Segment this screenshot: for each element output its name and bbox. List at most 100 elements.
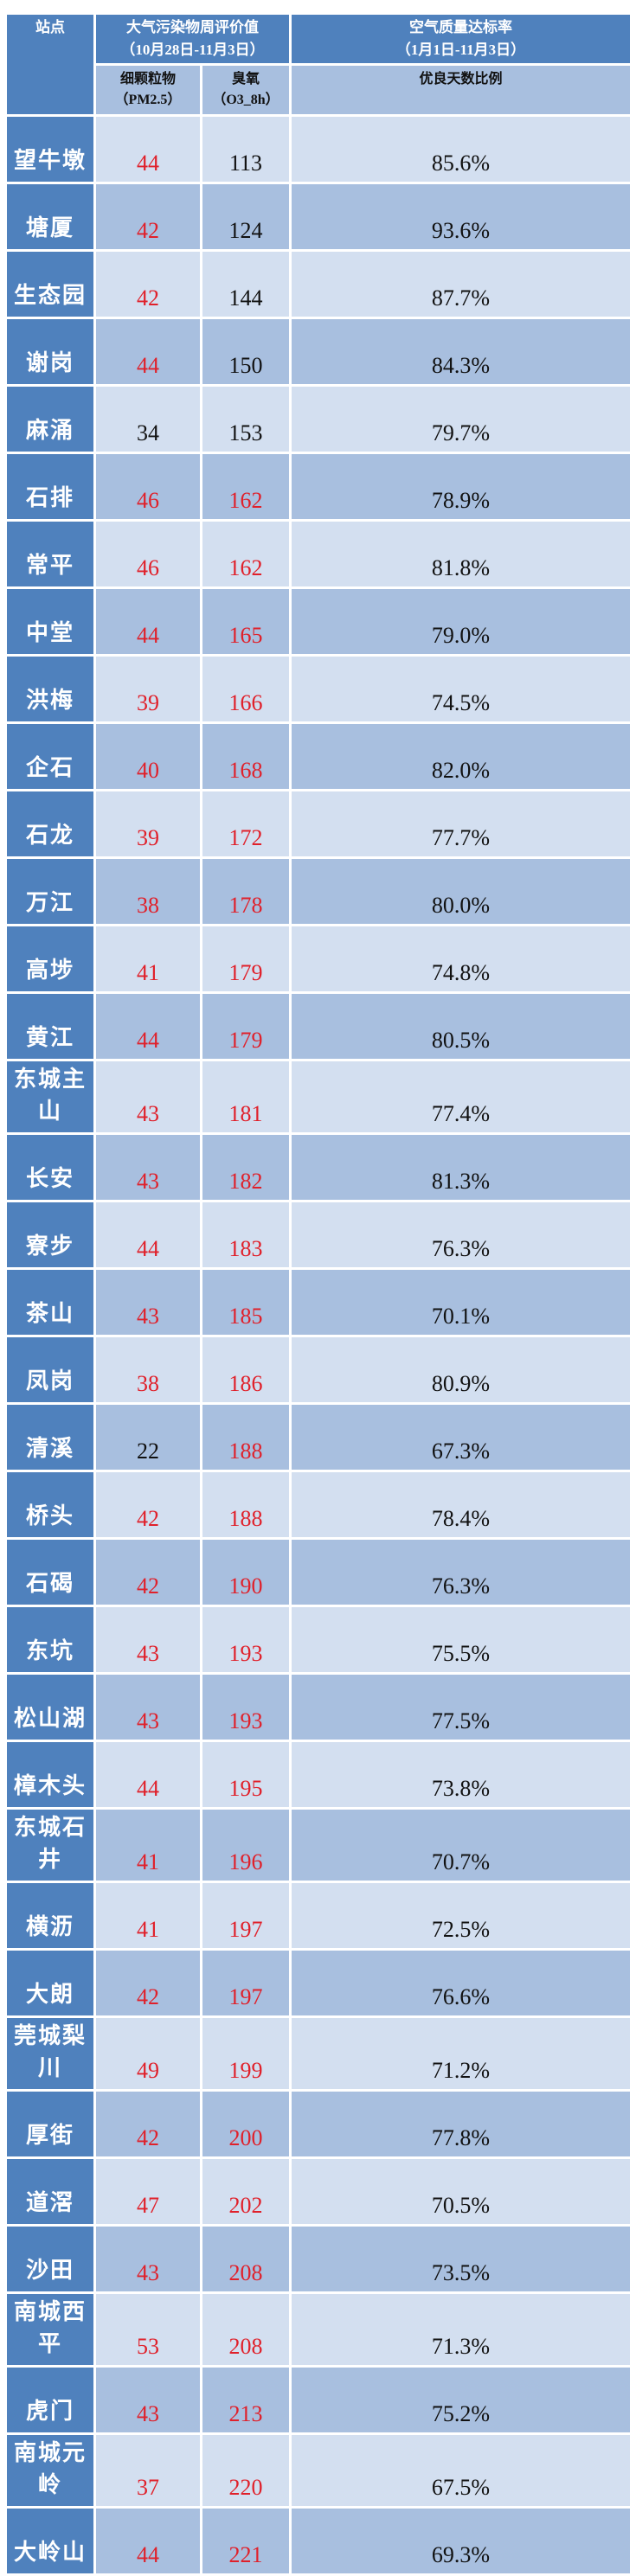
table-row: 石碣 42 190 76.3%: [7, 1540, 630, 1605]
table-row: 高埗 41 179 74.8%: [7, 926, 630, 991]
pm25-cell: 49: [96, 2018, 200, 2089]
table-row: 洪梅 39 166 74.5%: [7, 657, 630, 721]
o3-cell: 221: [202, 2509, 289, 2573]
ratio-cell: 70.7%: [292, 1810, 630, 1881]
o3-cell: 178: [202, 859, 289, 924]
station-cell: 凤岗: [7, 1337, 93, 1402]
table-row: 沙田 43 208 73.5%: [7, 2227, 630, 2291]
ratio-cell: 81.8%: [292, 522, 630, 586]
o3-cell: 186: [202, 1337, 289, 1402]
station-cell: 高埗: [7, 926, 93, 991]
station-cell: 洪梅: [7, 657, 93, 721]
station-cell: 万江: [7, 859, 93, 924]
pm25-cell: 43: [96, 1135, 200, 1200]
o3-cell: 199: [202, 2018, 289, 2089]
ratio-cell: 71.2%: [292, 2018, 630, 2089]
station-cell: 东城石井: [7, 1810, 93, 1881]
table-row: 凤岗 38 186 80.9%: [7, 1337, 630, 1402]
ratio-cell: 77.8%: [292, 2092, 630, 2156]
table-row: 东城石井 41 196 70.7%: [7, 1810, 630, 1881]
ratio-cell: 80.0%: [292, 859, 630, 924]
station-cell: 南城元岭: [7, 2435, 93, 2506]
table-row: 桥头 42 188 78.4%: [7, 1472, 630, 1537]
ratio-cell: 70.1%: [292, 1270, 630, 1335]
o3-cell: 168: [202, 724, 289, 789]
station-cell: 麻涌: [7, 387, 93, 452]
ratio-cell: 80.9%: [292, 1337, 630, 1402]
pm25-cell: 40: [96, 724, 200, 789]
table-row: 南城元岭 37 220 67.5%: [7, 2435, 630, 2506]
pm25-header: 细颗粒物（PM2.5）: [96, 66, 200, 114]
table-row: 大朗 42 197 76.6%: [7, 1951, 630, 2015]
pm25-cell: 42: [96, 1472, 200, 1537]
o3-cell: 165: [202, 589, 289, 654]
table-row: 谢岗 44 150 84.3%: [7, 319, 630, 384]
o3-cell: 208: [202, 2227, 289, 2291]
table-row: 清溪 22 188 67.3%: [7, 1405, 630, 1470]
ratio-cell: 76.3%: [292, 1202, 630, 1267]
o3-cell: 193: [202, 1607, 289, 1672]
ratio-cell: 75.2%: [292, 2368, 630, 2432]
station-cell: 南城西平: [7, 2294, 93, 2365]
ratio-cell: 73.8%: [292, 1742, 630, 1807]
table-row: 长安 43 182 81.3%: [7, 1135, 630, 1200]
o3-cell: 144: [202, 252, 289, 317]
table-row: 中堂 44 165 79.0%: [7, 589, 630, 654]
o3-cell: 182: [202, 1135, 289, 1200]
ratio-cell: 81.3%: [292, 1135, 630, 1200]
pm25-cell: 34: [96, 387, 200, 452]
table-row: 东城主山 43 181 77.4%: [7, 1061, 630, 1132]
ratio-cell: 78.9%: [292, 454, 630, 519]
station-cell: 大岭山: [7, 2509, 93, 2573]
table-row: 黄江 44 179 80.5%: [7, 994, 630, 1059]
ratio-cell: 87.7%: [292, 252, 630, 317]
station-cell: 黄江: [7, 994, 93, 1059]
o3-cell: 172: [202, 791, 289, 856]
pm25-cell: 41: [96, 1810, 200, 1881]
ratio-cell: 77.5%: [292, 1675, 630, 1740]
station-cell: 樟木头: [7, 1742, 93, 1807]
ratio-cell: 79.7%: [292, 387, 630, 452]
pm25-cell: 47: [96, 2159, 200, 2224]
ratio-cell: 85.6%: [292, 117, 630, 182]
pm25-cell: 44: [96, 589, 200, 654]
ratio-cell: 78.4%: [292, 1472, 630, 1537]
ratio-cell: 74.8%: [292, 926, 630, 991]
o3-header: 臭氧（O3_8h）: [202, 66, 289, 114]
table-row: 寮步 44 183 76.3%: [7, 1202, 630, 1267]
station-cell: 沙田: [7, 2227, 93, 2291]
table-row: 麻涌 34 153 79.7%: [7, 387, 630, 452]
station-cell: 寮步: [7, 1202, 93, 1267]
pm25-cell: 44: [96, 2509, 200, 2573]
table-row: 道滘 47 202 70.5%: [7, 2159, 630, 2224]
ratio-cell: 80.5%: [292, 994, 630, 1059]
table-row: 樟木头 44 195 73.8%: [7, 1742, 630, 1807]
station-cell: 道滘: [7, 2159, 93, 2224]
pm25-cell: 44: [96, 994, 200, 1059]
o3-cell: 150: [202, 319, 289, 384]
o3-cell: 188: [202, 1405, 289, 1470]
pm25-cell: 44: [96, 1742, 200, 1807]
pm25-cell: 39: [96, 791, 200, 856]
pm25-cell: 42: [96, 184, 200, 249]
o3-cell: 179: [202, 994, 289, 1059]
table-row: 茶山 43 185 70.1%: [7, 1270, 630, 1335]
table-row: 大岭山 44 221 69.3%: [7, 2509, 630, 2573]
o3-cell: 202: [202, 2159, 289, 2224]
ratio-cell: 69.3%: [292, 2509, 630, 2573]
table-row: 万江 38 178 80.0%: [7, 859, 630, 924]
pm25-cell: 42: [96, 2092, 200, 2156]
o3-cell: 193: [202, 1675, 289, 1740]
quality-header: 空气质量达标率 （1月1日-11月3日）: [292, 15, 630, 63]
pm25-cell: 44: [96, 1202, 200, 1267]
table-row: 望牛墩 44 113 85.6%: [7, 117, 630, 182]
quality-title: 空气质量达标率: [409, 19, 512, 35]
pm25-cell: 46: [96, 522, 200, 586]
ratio-cell: 76.3%: [292, 1540, 630, 1605]
pm25-cell: 43: [96, 1270, 200, 1335]
ratio-cell: 72.5%: [292, 1883, 630, 1948]
ratio-cell: 73.5%: [292, 2227, 630, 2291]
station-header: 站点: [7, 15, 93, 114]
pollutant-title: 大气污染物周评价值: [126, 19, 259, 35]
o3-cell: 195: [202, 1742, 289, 1807]
